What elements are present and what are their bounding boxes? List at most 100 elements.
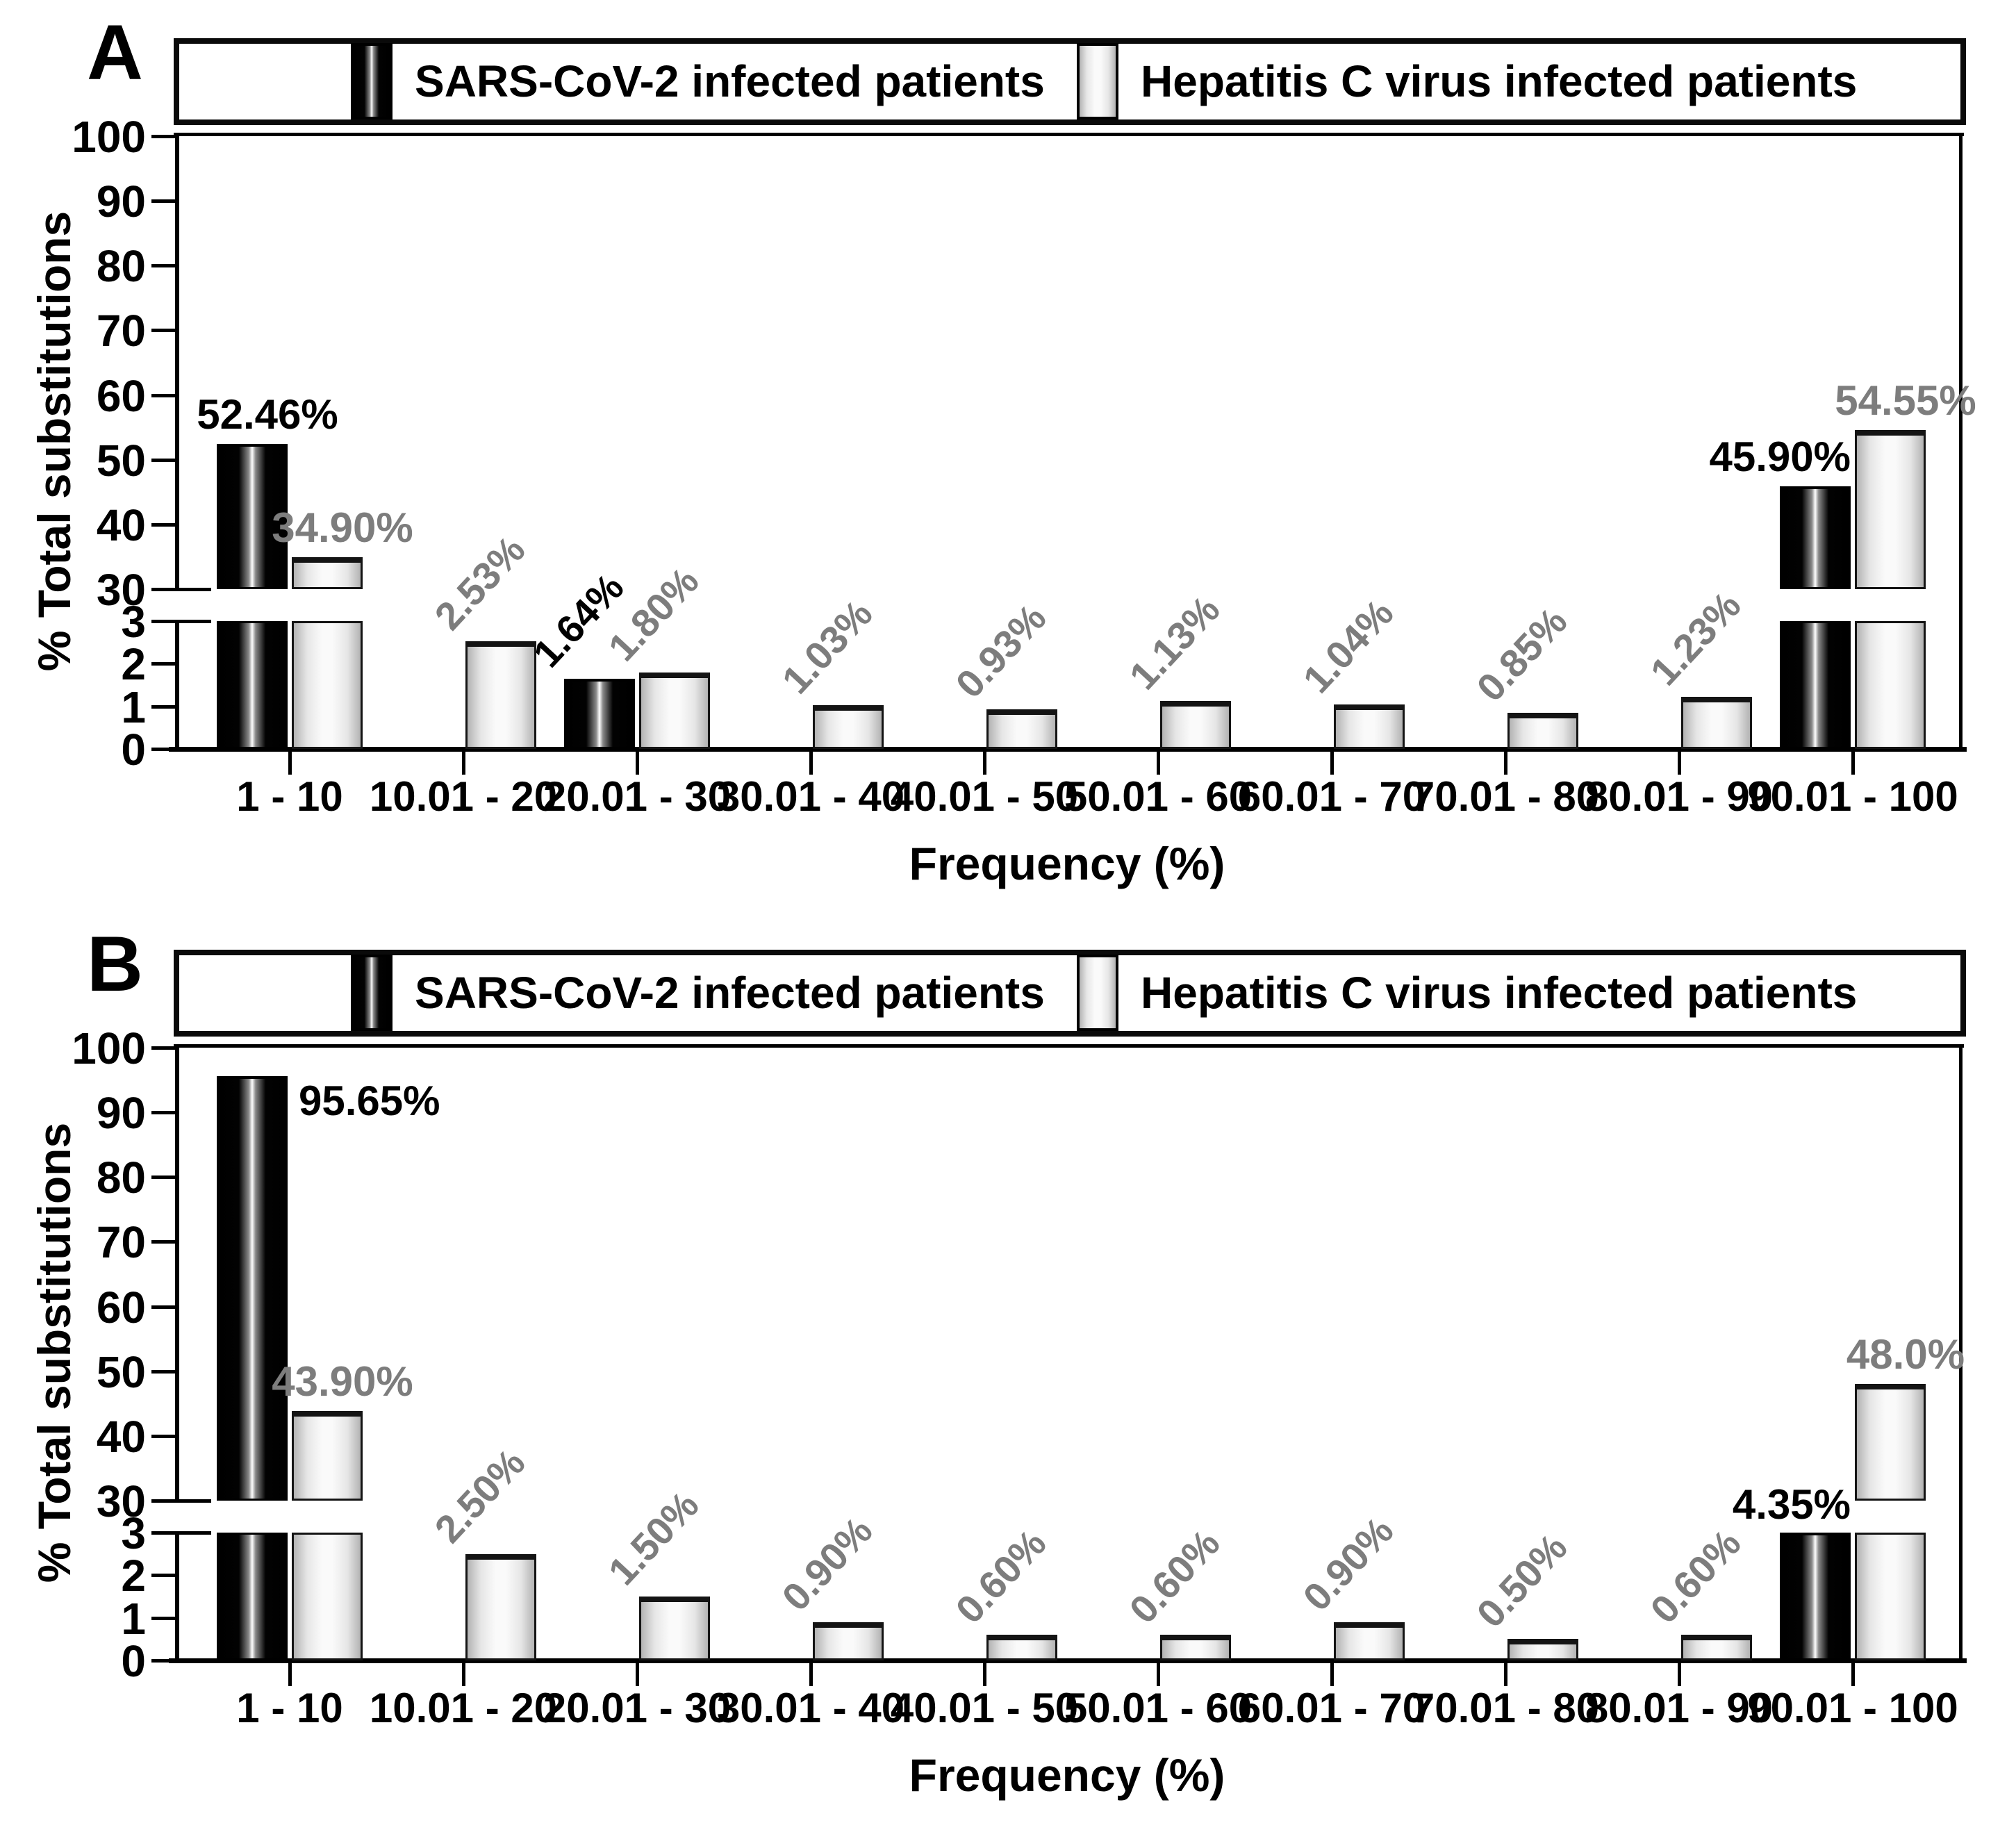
x-tick: [636, 751, 639, 775]
y-tick-label: 60: [96, 1282, 146, 1333]
bar-hcv-segment: [813, 1622, 884, 1660]
x-tick-label: 30.01 - 40: [716, 773, 905, 820]
x-tick: [1851, 1663, 1855, 1686]
y-tick-label: 2: [121, 639, 146, 690]
y-tick: [151, 1111, 175, 1115]
bar-sars-upper-segment: [1780, 486, 1851, 589]
y-axis-title: % Total substitutions: [28, 211, 80, 671]
x-tick: [809, 1663, 813, 1686]
bar-sars-lower-segment: [1780, 1533, 1851, 1660]
bar-value-label: 0.60%: [1121, 1521, 1228, 1632]
legend-item-hcv-label: Hepatitis C virus infected patients: [1141, 968, 1858, 1018]
x-tick-label: 50.01 - 60: [1064, 1685, 1253, 1731]
legend-item-sars-label: SARS-CoV-2 infected patients: [415, 968, 1045, 1018]
bar-value-label: 0.60%: [1642, 1521, 1749, 1632]
x-tick-label: 1 - 10: [236, 773, 343, 820]
panel-letter: B: [87, 921, 143, 1007]
x-tick-label: 40.01 - 50: [890, 773, 1079, 820]
y-tick: [151, 1046, 175, 1050]
x-tick-label: 70.01 - 80: [1411, 1685, 1600, 1731]
bar-value-label: 4.35%: [1732, 1481, 1851, 1528]
x-tick: [1504, 751, 1507, 775]
x-tick: [1678, 751, 1681, 775]
bar-value-label: 95.65%: [299, 1077, 440, 1124]
bar-hcv-upper-segment: [292, 557, 363, 589]
y-tick-label: 30: [96, 1476, 146, 1526]
x-tick: [1851, 751, 1855, 775]
legend-item-hcv-label: Hepatitis C virus infected patients: [1141, 56, 1858, 106]
y-tick-label: 0: [121, 725, 146, 775]
bar-hcv-segment: [986, 1635, 1057, 1660]
x-tick-label: 1 - 10: [236, 1685, 343, 1731]
x-tick-label: 60.01 - 70: [1237, 1685, 1426, 1731]
y-tick: [151, 1659, 175, 1663]
x-tick-label: 20.01 - 30: [543, 1685, 732, 1731]
bar-hcv-upper-segment: [1855, 430, 1926, 589]
bar-value-label: 48.0%: [1846, 1331, 1965, 1378]
x-tick: [462, 751, 465, 775]
bar-value-label: 1.23%: [1642, 582, 1749, 693]
bar-value-label: 1.13%: [1121, 586, 1228, 698]
bar-hcv-segment: [1160, 1635, 1231, 1660]
bar-sars-segment: [564, 679, 635, 749]
x-tick-label: 20.01 - 30: [543, 773, 732, 820]
x-tick-label: 10.01 - 20: [369, 1685, 558, 1731]
y-tick: [151, 1531, 175, 1535]
bar-value-label: 54.55%: [1835, 377, 1976, 424]
y-tick: [151, 748, 175, 751]
bar-value-label: 43.90%: [272, 1358, 413, 1405]
y-tick-label: 1: [121, 1593, 146, 1644]
x-axis-line: [169, 1658, 1967, 1663]
plot-right-border: [1959, 133, 1963, 752]
bar-value-label: 1.03%: [773, 591, 881, 702]
bar-hcv-lower-segment: [1855, 1533, 1926, 1660]
y-tick: [151, 662, 175, 666]
x-tick-label: 80.01 - 90: [1585, 1685, 1774, 1731]
bar-hcv-segment: [1507, 712, 1578, 749]
y-tick-label: 40: [96, 1411, 146, 1462]
y-tick: [151, 1574, 175, 1578]
bar-hcv-segment: [639, 1597, 710, 1660]
y-tick: [151, 329, 175, 333]
y-axis-line-lower: [175, 1531, 179, 1663]
x-tick-label: 90.01 - 100: [1747, 773, 1958, 820]
y-tick: [151, 1434, 175, 1438]
bar-value-label: 2.50%: [426, 1440, 534, 1551]
y-tick-label: 100: [72, 112, 146, 162]
legend-box: [174, 38, 1966, 125]
bar-value-label: 34.90%: [272, 504, 413, 552]
axis-break-mark-lower: [151, 620, 211, 623]
bar-hcv-segment: [465, 641, 536, 749]
bar-sars-lower-segment: [217, 1533, 288, 1660]
axis-break-mark-upper: [151, 1499, 211, 1503]
panel-letter: A: [87, 9, 143, 96]
y-tick: [151, 264, 175, 268]
legend-swatch-hcv: [1077, 955, 1118, 1031]
x-tick: [1157, 1663, 1160, 1686]
bar-sars-upper-segment: [217, 1075, 288, 1501]
bar-hcv-segment: [1681, 696, 1752, 749]
y-tick-label: 3: [121, 597, 146, 647]
x-tick: [1504, 1663, 1507, 1686]
bar-hcv-upper-segment: [292, 1410, 363, 1501]
bar-sars-lower-segment: [217, 621, 288, 749]
bar-value-label: 0.90%: [773, 1508, 881, 1619]
chart-panel-b: B SARS-CoV-2 infected patients Hepatitis C…: [0, 912, 2016, 1823]
y-tick-label: 90: [96, 176, 146, 227]
y-axis-line-lower: [175, 620, 179, 751]
bar-value-label: 0.50%: [1468, 1525, 1576, 1636]
bar-value-label: 1.04%: [1294, 591, 1402, 702]
y-tick-label: 50: [96, 435, 146, 486]
y-tick-label: 100: [72, 1023, 146, 1073]
bar-hcv-upper-segment: [1855, 1384, 1926, 1501]
bar-hcv-segment: [639, 672, 710, 749]
plot-right-border: [1959, 1044, 1963, 1663]
bar-hcv-segment: [1334, 1622, 1405, 1660]
chart-panel-a: A SARS-CoV-2 infected patients Hepatitis C…: [28, 9, 1976, 888]
x-tick: [1330, 751, 1334, 775]
bar-value-label: 1.50%: [600, 1483, 707, 1594]
bar-hcv-segment: [1507, 1639, 1578, 1660]
x-tick-label: 80.01 - 90: [1585, 773, 1774, 820]
axis-break-mark-upper: [151, 588, 211, 591]
